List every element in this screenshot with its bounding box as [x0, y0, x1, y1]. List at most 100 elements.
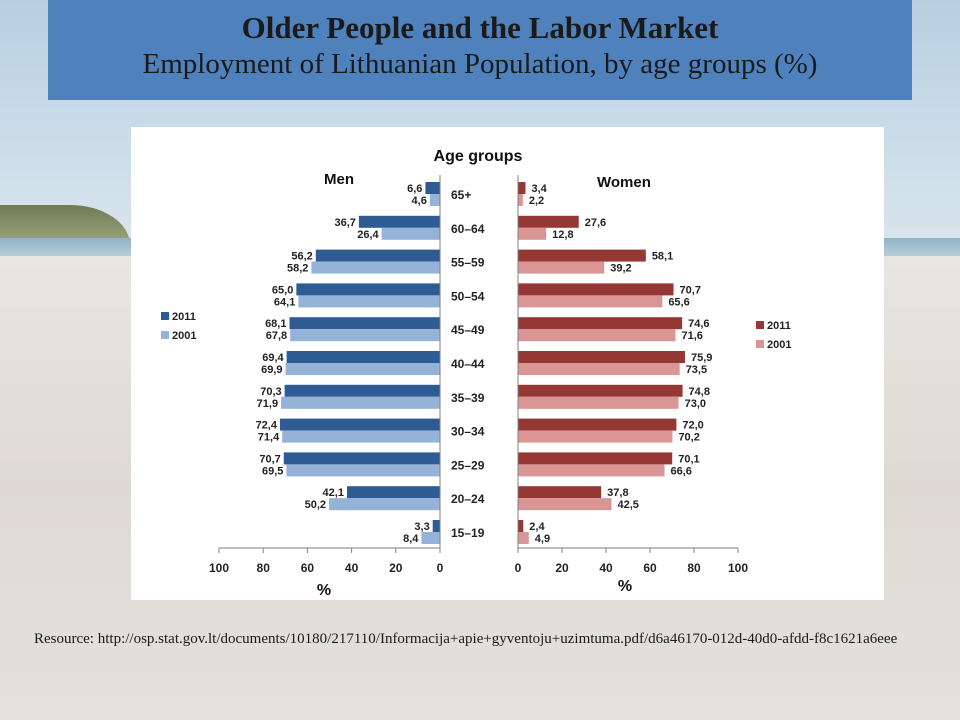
- men-bar-2011: [289, 317, 440, 330]
- men-label-2011: 68,1: [265, 318, 286, 330]
- women-bar-2011: [518, 384, 683, 397]
- women-x-tick-label: 0: [515, 561, 522, 575]
- men-x-tick-label: 0: [437, 561, 444, 575]
- men-panel-heading: Men: [324, 171, 354, 188]
- slide-subtitle: Employment of Lithuanian Population, by …: [142, 48, 818, 80]
- women-bar-2001: [518, 430, 673, 443]
- men-bar-2001: [290, 329, 440, 342]
- men-label-2001: 69,5: [262, 465, 283, 477]
- women-label-2011: 70,7: [680, 284, 701, 296]
- men-x-tick-label: 40: [345, 561, 359, 575]
- men-x-tick-label: 60: [301, 561, 315, 575]
- women-bar-2011: [518, 418, 677, 431]
- men-label-2001: 64,1: [274, 296, 295, 308]
- women-label-2001: 65,6: [668, 296, 689, 308]
- men-x-tick-label: 20: [389, 561, 403, 575]
- age-group-label: 40–44: [451, 357, 485, 371]
- women-label-2001: 2,2: [529, 195, 544, 207]
- women-label-2011: 74,8: [689, 386, 710, 398]
- women-bar-2011: [518, 215, 579, 228]
- men-label-2011: 65,0: [272, 284, 293, 296]
- men-label-2001: 58,2: [287, 263, 308, 275]
- women-label-2001: 73,0: [685, 398, 706, 410]
- men-label-2011: 3,3: [414, 521, 429, 533]
- women-bar-2001: [518, 532, 529, 544]
- men-label-2011: 6,6: [407, 183, 422, 195]
- women-bar-2011: [518, 283, 674, 296]
- men-label-2001: 4,6: [412, 195, 427, 207]
- women-x-tick-label: 100: [728, 561, 748, 575]
- women-label-2001: 39,2: [610, 263, 631, 275]
- women-label-2001: 71,6: [682, 330, 703, 342]
- women-bar-2011: [518, 351, 685, 363]
- women-x-axis-title: %: [618, 578, 632, 595]
- men-bar-2001: [281, 396, 440, 409]
- women-label-2011: 27,6: [585, 217, 606, 229]
- women-label-2011: 72,0: [682, 420, 703, 432]
- legend-swatch-men-2011: [161, 312, 169, 320]
- men-bar-2011: [432, 520, 440, 532]
- men-x-tick-label: 80: [257, 561, 271, 575]
- men-bar-2011: [296, 283, 440, 296]
- women-bar-2001: [518, 363, 680, 375]
- age-group-label: 35–39: [451, 391, 485, 405]
- men-label-2011: 72,4: [256, 420, 278, 432]
- women-label-2001: 70,2: [678, 432, 699, 444]
- women-label-2011: 58,1: [652, 251, 673, 263]
- men-bar-2011: [284, 384, 440, 397]
- men-bar-2011: [358, 215, 440, 228]
- age-group-label: 25–29: [451, 458, 485, 472]
- women-panel-heading: Women: [597, 174, 651, 191]
- men-label-2011: 70,7: [259, 453, 280, 465]
- women-label-2011: 74,6: [688, 318, 709, 330]
- age-group-label: 60–64: [451, 222, 485, 236]
- women-label-2011: 2,4: [529, 521, 545, 533]
- women-x-tick-label: 80: [687, 561, 701, 575]
- legend-label-men-2001: 2001: [172, 330, 196, 342]
- men-bar-2011: [279, 418, 440, 431]
- women-bar-2001: [518, 295, 663, 308]
- men-label-2001: 50,2: [305, 499, 326, 511]
- women-label-2011: 75,9: [691, 352, 712, 364]
- men-bar-2001: [421, 532, 440, 544]
- men-label-2001: 71,9: [257, 398, 278, 410]
- age-group-label: 30–34: [451, 425, 485, 439]
- women-bar-2011: [518, 486, 602, 499]
- slide-title: Older People and the Labor Market: [241, 10, 719, 45]
- women-bar-2001: [518, 227, 547, 240]
- men-label-2001: 71,4: [258, 432, 280, 444]
- women-bar-2001: [518, 498, 612, 511]
- women-label-2011: 3,4: [531, 183, 547, 195]
- women-label-2001: 73,5: [686, 364, 707, 376]
- men-bar-2001: [286, 464, 440, 477]
- women-bar-2011: [518, 452, 673, 465]
- age-group-label: 15–19: [451, 526, 485, 540]
- age-group-label: 45–49: [451, 323, 485, 337]
- women-label-2001: 12,8: [552, 229, 573, 241]
- women-label-2011: 70,1: [678, 453, 699, 465]
- men-bar-2011: [346, 486, 440, 499]
- women-bar-2011: [518, 317, 683, 330]
- men-label-2001: 69,9: [261, 364, 282, 376]
- men-bar-2001: [429, 194, 440, 206]
- women-label-2001: 42,5: [618, 499, 639, 511]
- men-label-2011: 56,2: [291, 251, 312, 263]
- women-x-tick-label: 20: [555, 561, 569, 575]
- men-label-2001: 67,8: [266, 330, 287, 342]
- men-label-2011: 42,1: [323, 487, 344, 499]
- legend-label-women-2001: 2001: [767, 339, 791, 351]
- age-group-label: 50–54: [451, 289, 485, 303]
- chart-panel: Age groups Men Women 6,6 4,6 3,4 2,2 65+ 36,7 26…: [131, 127, 884, 600]
- men-label-2001: 8,4: [403, 533, 419, 545]
- age-group-label: 65+: [451, 188, 471, 202]
- men-label-2011: 70,3: [260, 386, 281, 398]
- legend-swatch-men-2001: [161, 331, 169, 339]
- women-x-tick-label: 60: [643, 561, 657, 575]
- women-bar-2001: [518, 329, 676, 342]
- women-bar-2001: [518, 396, 679, 409]
- men-bar-2001: [285, 363, 440, 375]
- men-label-2011: 69,4: [262, 352, 284, 364]
- men-bar-2011: [286, 351, 440, 363]
- men-label-2001: 26,4: [357, 229, 379, 241]
- legend-label-men-2011: 2011: [172, 311, 196, 323]
